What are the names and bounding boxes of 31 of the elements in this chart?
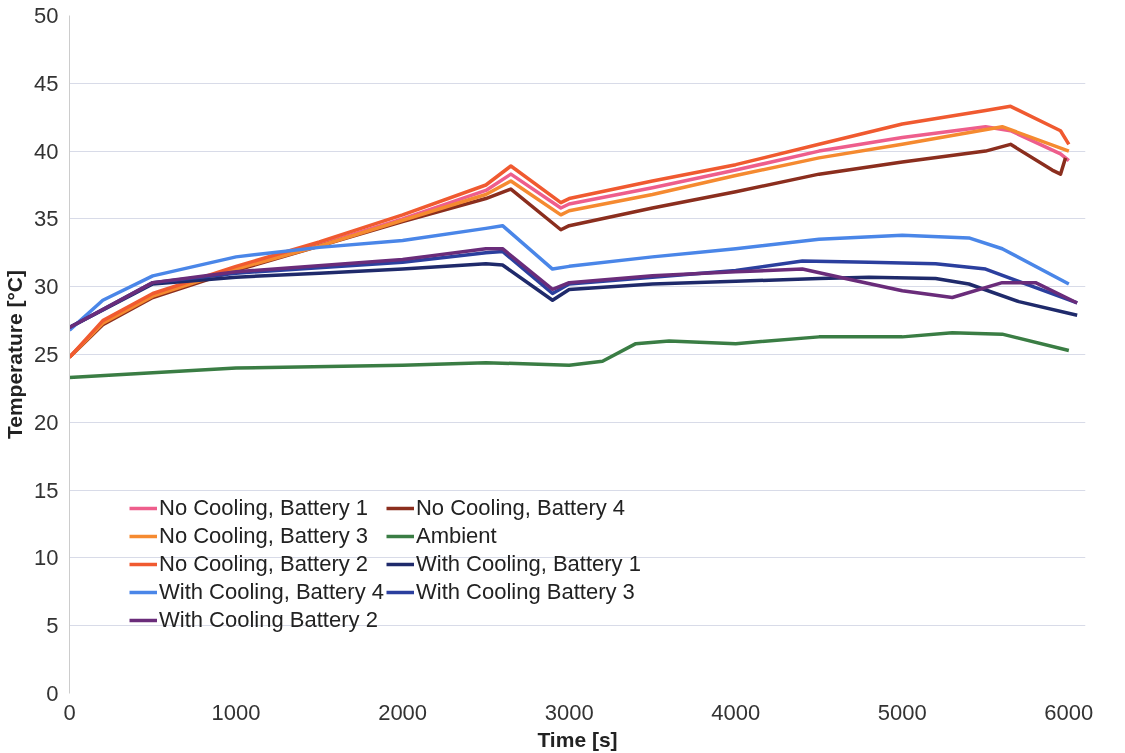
x-axis-title: Time [s] bbox=[537, 727, 618, 751]
y-tick-label: 30 bbox=[34, 274, 59, 300]
y-tick-label: 50 bbox=[34, 3, 59, 28]
line-series bbox=[69, 223, 1071, 332]
y-tick-label: 5 bbox=[46, 613, 59, 639]
legend-label: With Cooling, Battery 1 bbox=[415, 551, 641, 577]
legend-label: With Cooling Battery 3 bbox=[415, 579, 635, 605]
y-axis-title: Temperature [°C] bbox=[3, 269, 27, 440]
line-series bbox=[69, 331, 1071, 380]
legend-label: No Cooling, Battery 3 bbox=[159, 523, 369, 549]
legend-label: No Cooling, Battery 2 bbox=[159, 551, 369, 577]
y-tick-label: 25 bbox=[34, 342, 59, 367]
y-tick-label: 45 bbox=[34, 70, 59, 96]
x-tick-label: 0 bbox=[63, 699, 76, 725]
y-tick-label: 10 bbox=[34, 545, 59, 571]
x-tick-label: 1000 bbox=[211, 699, 261, 725]
y-tick-label: 0 bbox=[46, 681, 59, 706]
y-tick-label: 15 bbox=[34, 477, 59, 503]
y-tick-label: 40 bbox=[34, 138, 59, 164]
legend-label: Ambient bbox=[415, 523, 497, 549]
x-tick-label: 5000 bbox=[877, 699, 927, 725]
y-tick-label: 35 bbox=[34, 206, 59, 232]
y-tick-label: 20 bbox=[34, 409, 59, 435]
x-tick-label: 3000 bbox=[544, 699, 594, 725]
legend-label: No Cooling, Battery 1 bbox=[159, 495, 369, 521]
x-tick-label: 6000 bbox=[1044, 699, 1094, 725]
legend-label: With Cooling, Battery 4 bbox=[159, 579, 384, 605]
x-tick-label: 2000 bbox=[378, 699, 428, 725]
x-tick-label: 4000 bbox=[711, 699, 761, 725]
legend-label: No Cooling, Battery 4 bbox=[415, 495, 626, 521]
legend-label: With Cooling Battery 2 bbox=[159, 607, 378, 633]
